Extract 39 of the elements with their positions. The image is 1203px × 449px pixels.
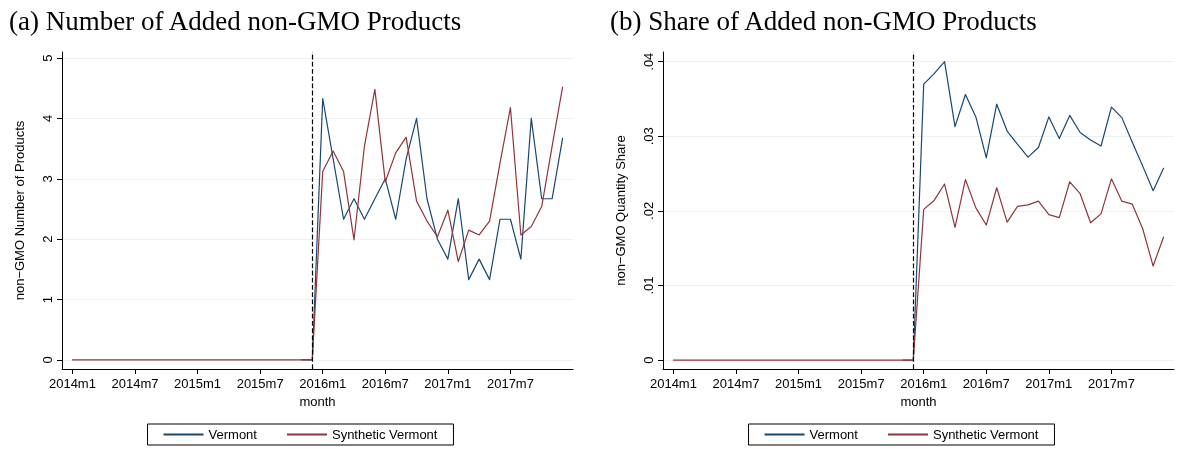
x-tick-label: 2015m7	[837, 376, 885, 391]
x-tick-label: 2016m1	[900, 376, 948, 391]
legend-label: Vermont	[809, 427, 859, 442]
legend-label: Synthetic Vermont	[331, 427, 438, 442]
y-tick-label: .01	[641, 276, 656, 295]
y-axis-title: non−GMO Number of Products	[12, 120, 27, 301]
y-tick-label: .04	[641, 52, 656, 71]
legend-label: Vermont	[208, 427, 258, 442]
x-tick-label: 2017m7	[1087, 376, 1135, 391]
y-tick-label: 5	[40, 54, 55, 62]
y-tick-label: 0	[641, 356, 656, 364]
chart-title: (a) Number of Added non-GMO Products	[9, 5, 462, 36]
x-tick-label: 2017m1	[424, 376, 472, 391]
y-tick-label: .03	[641, 127, 656, 146]
y-tick-label: 1	[40, 295, 55, 304]
x-tick-label: 2015m1	[775, 376, 823, 391]
chart-title: (b) Share of Added non-GMO Products	[610, 5, 1037, 36]
y-tick-label: 2	[40, 235, 55, 243]
line-series	[71, 86, 564, 361]
legend-label: Synthetic Vermont	[932, 427, 1039, 442]
x-tick-label: 2014m7	[111, 376, 159, 391]
y-axis-title: non−GMO Quantity Share	[613, 135, 628, 286]
y-tick-label: 3	[40, 175, 55, 183]
y-tick-label: 4	[40, 114, 55, 123]
x-tick-label: 2016m7	[361, 376, 409, 391]
x-tick-label: 2017m1	[1025, 376, 1073, 391]
x-axis-title: month	[900, 394, 937, 409]
x-tick-label: 2016m7	[962, 376, 1010, 391]
y-tick-label: .02	[641, 201, 656, 220]
x-tick-label: 2017m7	[486, 376, 534, 391]
line-series	[672, 178, 1165, 361]
x-axis-title: month	[299, 394, 336, 409]
x-tick-label: 2014m1	[48, 376, 96, 391]
x-tick-label: 2014m7	[712, 376, 760, 391]
x-tick-label: 2015m1	[174, 376, 222, 391]
x-tick-label: 2016m1	[299, 376, 347, 391]
x-tick-label: 2014m1	[649, 376, 697, 391]
y-tick-label: 0	[40, 356, 55, 364]
x-tick-label: 2015m7	[236, 376, 284, 391]
